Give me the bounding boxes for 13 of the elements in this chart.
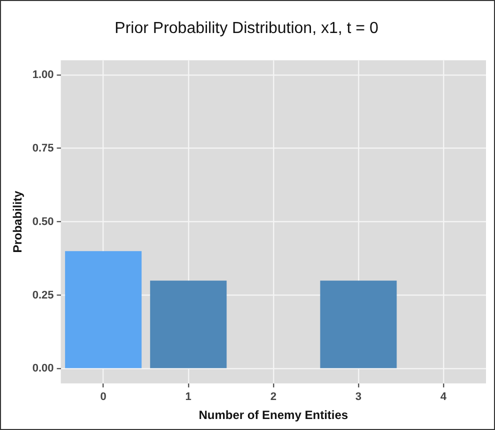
x-tick-label: 1	[185, 391, 192, 404]
y-tick-label: 1.00	[32, 68, 54, 81]
x-axis-title: Number of Enemy Entities	[198, 408, 348, 422]
y-axis-title: Probability	[10, 190, 25, 253]
y-tick-label: 0.00	[32, 362, 54, 375]
x-tick-label: 0	[100, 391, 106, 404]
y-tick-label: 0.25	[32, 289, 54, 302]
chart-title: Prior Probability Distribution, x1, t = 0	[114, 20, 378, 38]
x-tick-label: 4	[440, 391, 448, 404]
x-tick-label: 3	[355, 391, 362, 404]
y-tick-label: 0.75	[32, 142, 54, 154]
y-tick-label: 0.50	[32, 216, 54, 228]
x-tick-label: 2	[270, 391, 276, 404]
